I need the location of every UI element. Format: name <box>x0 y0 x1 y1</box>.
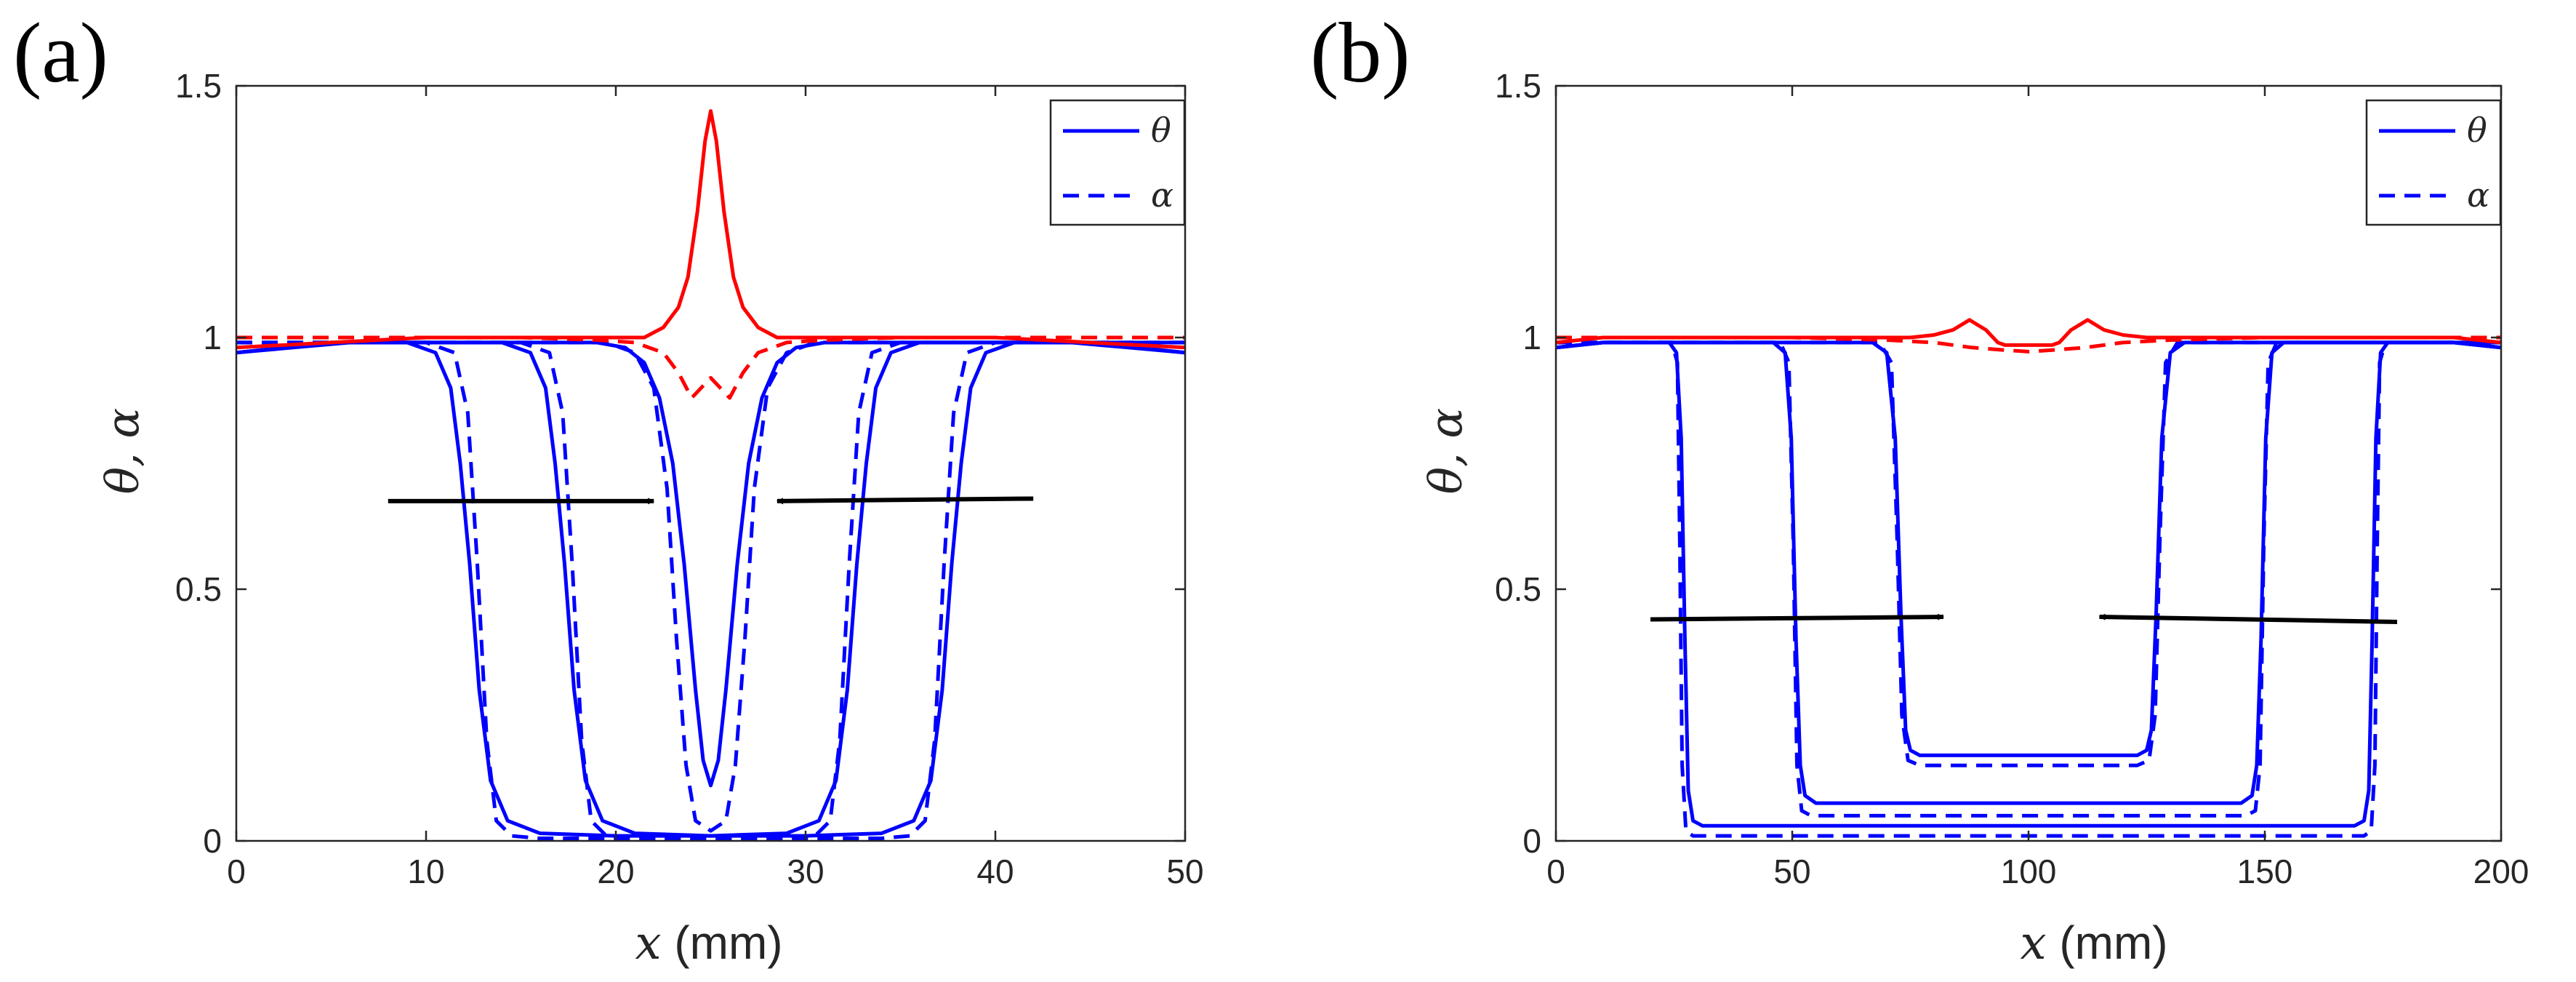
legend-theta-label: θ <box>1151 111 1171 150</box>
x-axis-variable: x <box>2020 917 2046 970</box>
series-line-3 <box>1556 340 2501 818</box>
x-tick-label: 40 <box>976 853 1014 890</box>
plot-frame <box>235 84 1187 842</box>
y-tick-label: 1.5 <box>175 67 222 105</box>
panel-a-arrows <box>388 496 1034 505</box>
series-line-0 <box>1555 340 2502 828</box>
y-tick-label: 1.5 <box>1495 67 1541 105</box>
y-tick-label: 0.5 <box>175 570 222 608</box>
x-tick-label: 100 <box>2001 853 2057 890</box>
x-tick-label: 0 <box>227 853 246 890</box>
panel-a-legend: θ α <box>1049 99 1186 226</box>
x-tick-label: 10 <box>407 853 444 890</box>
series-line-1 <box>1556 340 2501 838</box>
panel-b-axes: 0 50 100 150 200 0 0.5 1 1.5 <box>1495 67 2529 890</box>
y-tick-label: 1 <box>1522 319 1541 356</box>
series-line-2 <box>1555 340 2502 805</box>
series-line-6 <box>236 109 1186 350</box>
y-axis-label: θ, α <box>96 408 149 495</box>
x-tick-label: 50 <box>1773 853 1810 890</box>
x-axis-label: x (mm) <box>635 917 782 970</box>
panel-a-label: (a) <box>13 5 108 100</box>
series-line-5 <box>236 340 1185 833</box>
y-tick-label: 0 <box>1522 822 1541 860</box>
legend-alpha-label: α <box>2467 175 2489 215</box>
x-tick-label: 200 <box>2473 853 2529 890</box>
series-line-4 <box>1555 340 2502 757</box>
direction-arrow-1 <box>2098 613 2398 624</box>
panel-b-legend: θ α <box>2365 99 2502 226</box>
y-tick-label: 1 <box>203 319 222 356</box>
legend-box <box>2365 99 2502 226</box>
x-tick-label: 150 <box>2237 853 2293 890</box>
x-axis-label: x (mm) <box>2020 917 2167 970</box>
x-tick-label: 0 <box>1546 853 1565 890</box>
panel-b-arrows <box>1650 613 2398 624</box>
series-line-0 <box>236 340 1186 838</box>
panel-b-series <box>1555 318 2502 838</box>
series-line-2 <box>236 340 1186 838</box>
panel-b: (b) 0 50 100 150 200 0 0.5 1 1.5 θ α θ, α x (mm) <box>1310 5 2529 970</box>
x-axis-variable: x <box>635 917 661 970</box>
plot-frame <box>1554 84 2503 842</box>
direction-arrow-0 <box>1650 613 1944 622</box>
series-line-5 <box>1556 340 2501 767</box>
series-line-1 <box>236 340 1185 840</box>
legend-box <box>1049 99 1186 226</box>
legend-alpha-label: α <box>1151 175 1173 215</box>
series-line-3 <box>236 340 1185 840</box>
y-tick-label: 0 <box>203 822 222 860</box>
x-tick-label: 50 <box>1166 853 1203 890</box>
series-line-7 <box>236 335 1185 400</box>
x-tick-label: 20 <box>597 853 634 890</box>
legend-theta-label: θ <box>2467 111 2487 150</box>
panel-a-axes: 0 10 20 30 40 50 0 0.5 1 1.5 <box>175 67 1204 890</box>
direction-arrow-1 <box>776 496 1034 505</box>
series-line-4 <box>236 340 1186 788</box>
series-line-7 <box>1556 335 2501 354</box>
panel-b-label: (b) <box>1310 5 1411 100</box>
x-axis-unit: (mm) <box>2047 917 2168 969</box>
y-axis-label: θ, α <box>1419 408 1472 495</box>
x-axis-unit: (mm) <box>662 917 783 969</box>
y-tick-label: 0.5 <box>1495 570 1541 608</box>
panel-a-series <box>236 109 1186 840</box>
panel-a: (a) 0 10 20 30 40 50 0 0.5 1 1.5 θ α θ, α x (mm) <box>13 5 1204 970</box>
x-tick-label: 30 <box>787 853 824 890</box>
